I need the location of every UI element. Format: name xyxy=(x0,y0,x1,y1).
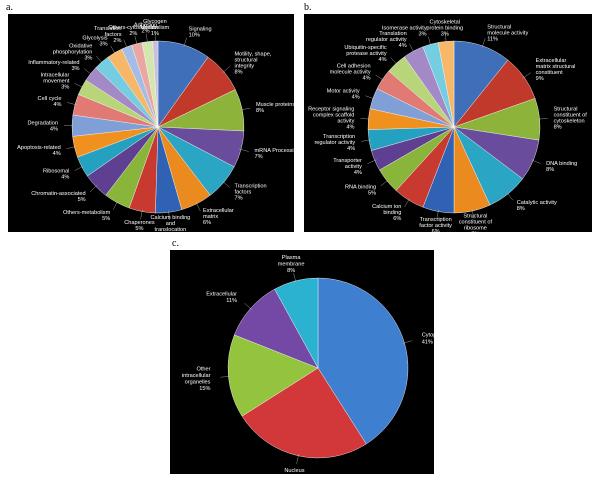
leader-line-a-13 xyxy=(67,102,77,106)
slice-label-a-mrna-processing: mRNA Processing7% xyxy=(255,148,294,160)
slice-label-b-rna-binding: RNA binding 5% xyxy=(345,185,376,197)
leader-line-b-14 xyxy=(390,57,398,66)
pie-chart-panel-c: Cytoplasm41% Nucleus25% Otherintracellular… xyxy=(170,250,434,474)
leader-line-b-11 xyxy=(360,118,371,120)
pie-chart-panel-b: Structural molecule activity 11% Extracellu… xyxy=(304,14,592,232)
slice-label-a-adhesion: Adhesion 2% xyxy=(134,23,157,35)
leader-line-a-8 xyxy=(112,200,119,210)
leader-line-a-19 xyxy=(134,35,138,46)
leader-line-b-17 xyxy=(445,33,447,44)
leader-line-b-1 xyxy=(522,72,531,79)
leader-line-b-10 xyxy=(361,139,372,142)
slice-label-a-chaperones: Chaperones 5% xyxy=(124,220,155,232)
slice-label-a-translation-factors: Translation factors 2% xyxy=(94,26,122,44)
panel-b-letter: b. xyxy=(304,2,312,13)
slice-label-b-calcium-ion-binding: Calcium ion binding 6% xyxy=(372,204,401,222)
leader-line-c-0 xyxy=(402,340,413,344)
slice-label-a-glycogen-metabolism: Glycogen Metabolism 1% xyxy=(141,19,170,37)
slice-label-c-plasma-membrane: Plasma membrane 8% xyxy=(278,255,305,274)
leader-line-a-5 xyxy=(195,201,201,212)
pie-chart-b-svg: Structural molecule activity 11% Extracellu… xyxy=(308,19,588,232)
slice-label-b-ubiquitin-specific-protease-activity: Ubiquitin-specific protease activity 4% xyxy=(344,45,386,63)
slice-label-a-oxidative-phosphorylation: Oxidative phosphorylation 3% xyxy=(53,43,93,61)
leader-line-a-10 xyxy=(74,165,84,171)
leader-line-b-12 xyxy=(365,95,375,100)
slice-label-b-catalytic-activity: Catalytic activity 8% xyxy=(517,200,557,212)
leader-line-b-8 xyxy=(380,179,389,187)
leader-line-c-4 xyxy=(293,273,297,283)
slice-label-c-extracellular: Extracellular 11% xyxy=(206,291,237,304)
slice-label-b-transcription-regulator-activity: Transcription regulator activity 4% xyxy=(314,134,355,152)
slice-label-a-ribosomal: Ribosomal 4% xyxy=(43,168,69,180)
slice-label-b-extracellular-matrix-structural-constituent: Extracellular matrix structural constituen… xyxy=(536,58,576,82)
leader-line-b-13 xyxy=(375,74,385,81)
leader-line-a-0 xyxy=(183,37,187,48)
slice-label-a-muscle-proteins: Muscle proteins 8% xyxy=(256,102,294,114)
slice-label-a-degradation: Degradation 4% xyxy=(28,120,59,132)
slice-label-b-motor-activity: Motor activity 4% xyxy=(327,89,360,101)
leader-line-b-0 xyxy=(481,38,486,48)
slice-label-b-cytoskeletal-protein-binding: Cytoskeletal protein binding 3% xyxy=(426,19,463,37)
slice-label-a-glycolysis: Glycolysis 3% xyxy=(82,36,107,48)
leader-line-c-3 xyxy=(244,303,253,310)
slice-label-a-calcium-binding-and-translocation: Calcium bindingandtranslocation5% xyxy=(151,215,191,232)
pie-chart-a-svg: Signaling 10% Motility, shape, structural in… xyxy=(17,19,294,232)
leader-line-a-17 xyxy=(110,45,116,55)
leader-line-b-15 xyxy=(409,44,415,54)
leader-line-a-7 xyxy=(140,209,143,220)
slice-label-b-structural-molecule-activity: Structural molecule activity 11% xyxy=(487,25,528,43)
leader-line-b-7 xyxy=(404,198,410,208)
slice-label-c-cytoplasm: Cytoplasm41% xyxy=(422,333,434,346)
leader-line-a-9 xyxy=(89,184,98,193)
leader-line-a-4 xyxy=(222,180,231,188)
leader-line-b-6 xyxy=(436,209,439,220)
slice-label-b-structural-constituent-of-cytoskeleton: Structural constituent of cytoskeleton 8% xyxy=(554,107,588,131)
leader-line-a-15 xyxy=(84,68,93,76)
slice-label-b-translation-regulator-activity: Translation regulator activity 4% xyxy=(366,31,407,49)
slice-label-b-dna-binding: DNA binding 8% xyxy=(546,161,577,173)
leader-line-a-6 xyxy=(168,210,170,221)
leader-line-b-9 xyxy=(367,159,377,164)
slice-label-a-apoptosis-related: Apoptosis-related 4% xyxy=(17,145,61,157)
leader-line-a-2 xyxy=(240,107,251,111)
slice-label-a-extracellular-matrix: Extracellular matrix 6% xyxy=(203,208,234,226)
panel-c-letter: c. xyxy=(172,238,179,249)
pie-chart-c-svg: Cytoplasm41% Nucleus25% Otherintracellular… xyxy=(182,255,434,474)
leader-line-a-14 xyxy=(74,83,84,89)
leader-line-b-16 xyxy=(428,36,432,47)
slice-label-a-cell-cycle: Cell cycle 4% xyxy=(38,96,62,108)
slice-label-b-receptor-signaling-complex-scaffold-activity: Receptor signaling complex scaffold activi… xyxy=(308,107,355,131)
leader-line-c-2 xyxy=(220,376,231,378)
leader-line-a-1 xyxy=(222,66,231,74)
leader-line-a-3 xyxy=(239,148,249,152)
slice-label-c-other-intracellular-organelles: Other intracellular organelles 15% xyxy=(182,366,211,392)
slice-label-b-cell-adhesion-molecule-activity: Cell adhesion molecule activity 4% xyxy=(330,64,371,82)
slice-label-a-transcription-factors: Transcription factors 7% xyxy=(234,183,266,201)
pie-chart-panel-a: Signaling 10% Motility, shape, structural in… xyxy=(8,14,294,232)
slice-label-a-others-cytoskeleton: Others-cytoskeleton 2% xyxy=(108,25,158,37)
slice-label-b-isomerase-activity: Isomerase activity 3% xyxy=(382,26,427,38)
leader-line-b-4 xyxy=(506,192,514,201)
slice-label-b-transporter-activity: Transporter activity 4% xyxy=(333,158,362,176)
leader-line-c-1 xyxy=(296,453,299,464)
leader-line-a-11 xyxy=(66,146,77,149)
slice-label-a-intracellular-movement: Intracellular movement 3% xyxy=(40,73,69,91)
leader-line-b-3 xyxy=(531,159,541,164)
slice-label-a-inflammatory-related: Inflammatory-related 3% xyxy=(28,60,79,72)
slice-label-a-motility-shape-structural-integrity: Motility, shape, structural integrity 8% xyxy=(234,51,271,75)
leader-line-a-20 xyxy=(146,33,148,44)
leader-line-a-16 xyxy=(96,55,104,64)
leader-line-b-2 xyxy=(537,118,548,120)
slice-label-a-signaling: Signaling 10% xyxy=(189,27,212,39)
slice-label-a-others-metabolism: Others-metabolism 5% xyxy=(63,210,111,222)
panel-a-letter: a. xyxy=(6,2,13,13)
leader-line-a-18 xyxy=(123,39,128,49)
slice-label-a-chromatin-associated: Chromatin-associated 5% xyxy=(31,191,85,203)
slice-label-c-nucleus: Nucleus25% xyxy=(284,468,304,474)
leader-line-b-5 xyxy=(471,209,475,219)
